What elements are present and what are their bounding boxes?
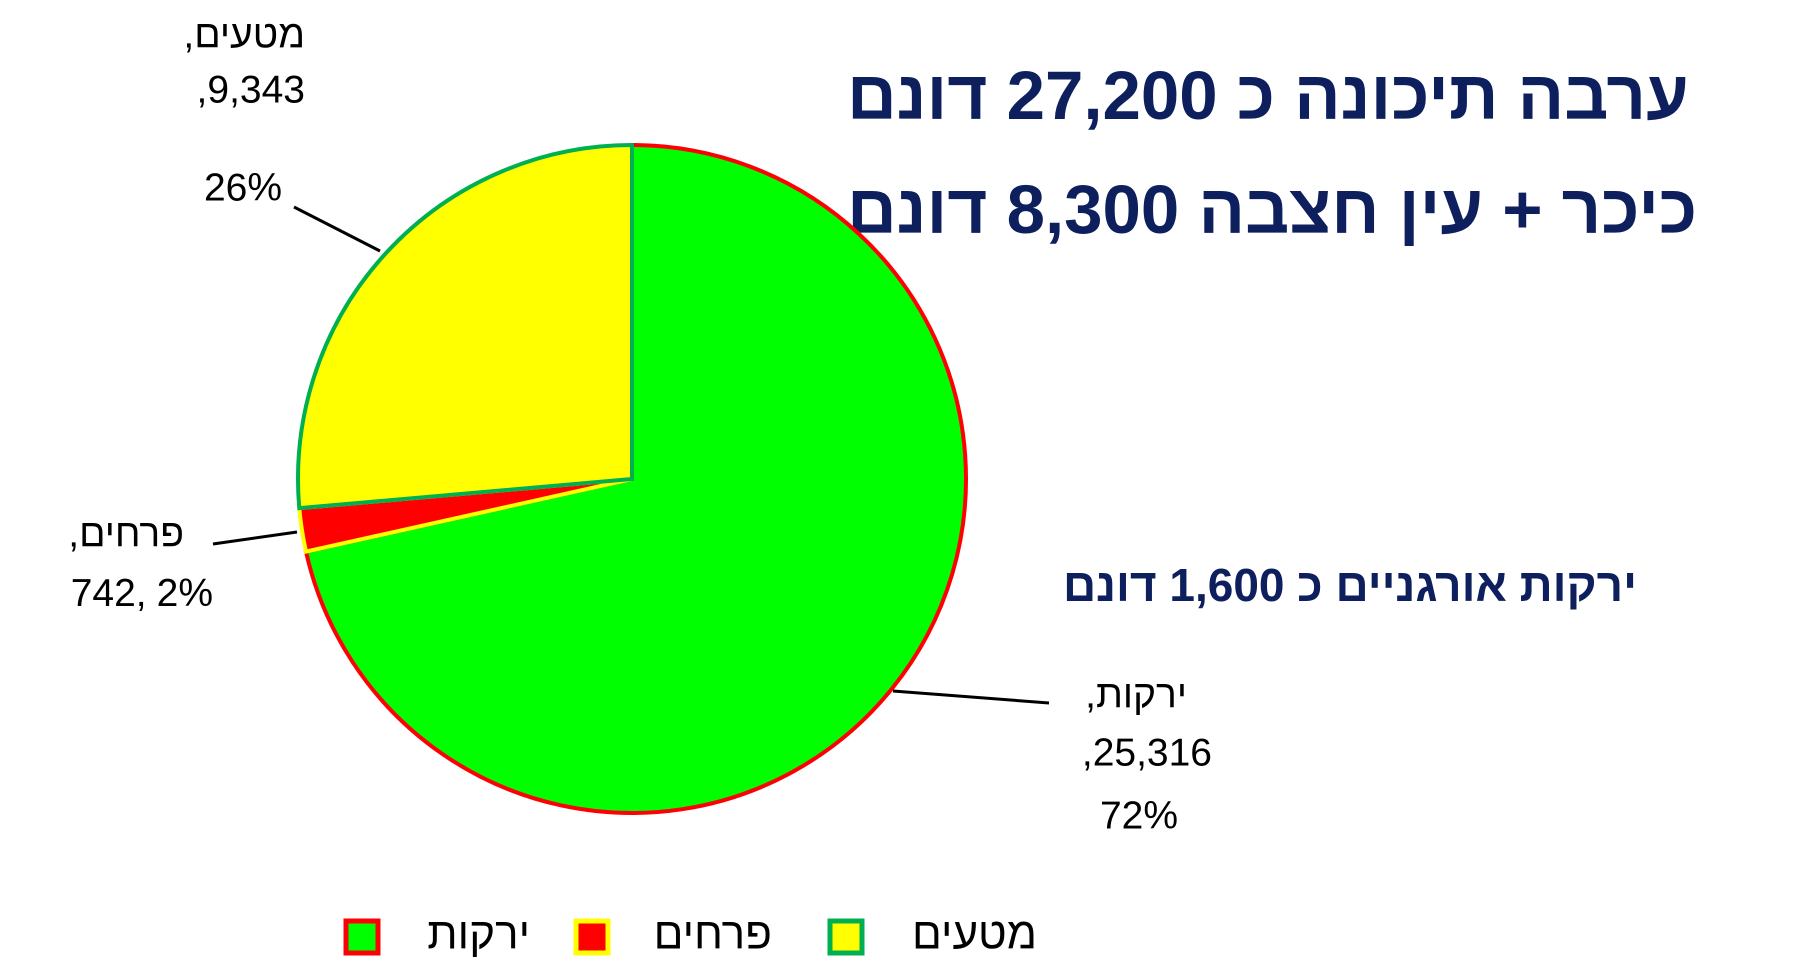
data-label: 9,343, — [197, 68, 305, 111]
data-label: 25,316, — [1082, 731, 1212, 774]
data-label: פרחים, — [68, 512, 184, 555]
data-label: 26% — [204, 166, 282, 209]
legend-label: מטעים — [912, 910, 1037, 959]
leader-line — [293, 205, 381, 253]
leader-line — [212, 530, 298, 546]
legend-swatch — [573, 918, 611, 956]
data-label-part: 2% — [157, 572, 213, 615]
leader-line — [892, 689, 1050, 705]
legend-swatch — [343, 918, 381, 956]
data-label: 742, 2% — [71, 572, 213, 615]
data-label: ירקות, — [1085, 673, 1187, 716]
data-label-part: 742, — [71, 572, 147, 615]
legend-swatch — [827, 918, 865, 956]
annotation: ירקות אורגניים כ 1,600 דונם — [1063, 559, 1637, 611]
data-label: מטעים, — [183, 13, 305, 56]
data-label: 72% — [1100, 794, 1178, 837]
legend-label: ירקות — [427, 910, 530, 959]
chart-title: ערבה תיכונה כ 27,200 דונם — [847, 57, 1689, 134]
legend-label: פרחים — [654, 910, 772, 959]
pie-slice — [303, 142, 968, 815]
pie-slice — [296, 142, 634, 511]
chart-subtitle: כיכר + עין חצבה 8,300 דונם — [847, 171, 1697, 248]
